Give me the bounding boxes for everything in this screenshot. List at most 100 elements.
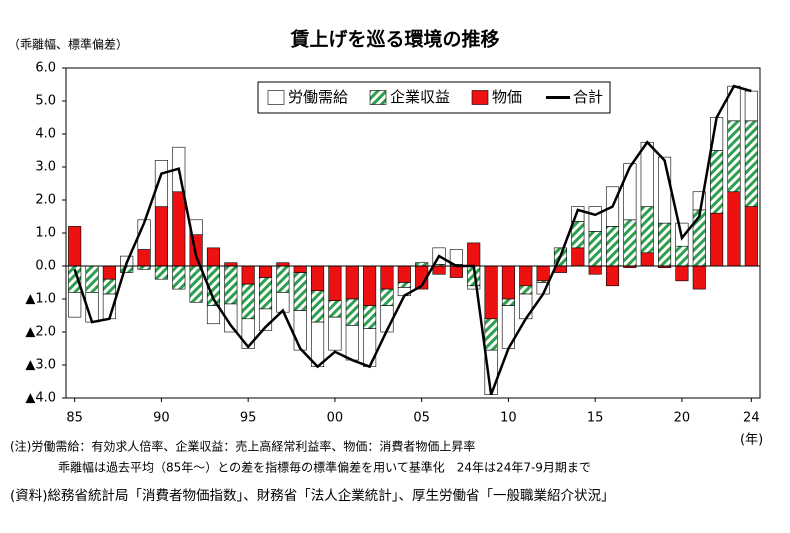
x-axis-label: (年) <box>740 433 763 448</box>
bar <box>623 219 637 267</box>
bar <box>710 212 724 267</box>
bar <box>449 265 463 278</box>
bar <box>571 247 585 267</box>
bar <box>363 328 377 367</box>
bar <box>120 265 134 273</box>
bar <box>224 265 238 305</box>
bar <box>727 120 741 193</box>
y-axis-label: （乖離幅、標準偏差） <box>8 37 128 52</box>
bar <box>744 90 758 122</box>
bar <box>744 206 758 267</box>
bar <box>311 290 325 323</box>
bar <box>380 288 394 306</box>
bar <box>206 247 221 267</box>
bar <box>484 318 498 351</box>
bar <box>571 221 585 249</box>
bar <box>345 265 359 300</box>
bar <box>172 191 186 267</box>
note: (注)労働需給：有効求人倍率、企業収益：売上高経常利益率、物価：消費者物価上昇率 <box>10 439 475 454</box>
y-tick-label: 4.0 <box>35 127 56 142</box>
bar <box>68 292 82 318</box>
x-tick-label: 90 <box>153 411 170 426</box>
bar <box>744 120 758 207</box>
y-tick-label: 0.0 <box>35 259 56 274</box>
bar <box>85 265 99 293</box>
y-tick-label: 3.0 <box>35 160 56 175</box>
bar <box>328 316 342 351</box>
x-tick-label: 95 <box>240 411 257 426</box>
plot-frame <box>65 67 761 399</box>
y-tick-label: ▲4.0 <box>25 391 56 406</box>
bar <box>241 283 255 320</box>
legend-swatch <box>267 90 285 105</box>
legend-label: 物価 <box>492 88 522 106</box>
y-tick-label: 1.0 <box>35 226 56 241</box>
bar <box>588 231 602 267</box>
bar <box>519 265 533 287</box>
bar <box>710 150 724 214</box>
bar <box>137 249 151 267</box>
bar <box>432 265 446 275</box>
bar <box>206 305 221 325</box>
bar <box>484 265 498 320</box>
bar <box>605 226 620 267</box>
bar <box>397 282 411 288</box>
bar <box>519 285 533 295</box>
bar <box>658 156 672 224</box>
bar <box>276 265 290 293</box>
legend-label: 企業収益 <box>390 88 450 106</box>
source: (資料)総務省統計局「消費者物価指数」、財務省「法人企業統計」、厚生労働省「一般… <box>10 487 615 504</box>
note: 乖離幅は過去平均（85年～）との差を指標毎の標準偏差を用いて基準化 24年は24… <box>58 460 591 475</box>
legend-label: 合計 <box>573 88 603 106</box>
bar <box>623 163 637 221</box>
bar <box>380 265 394 290</box>
bar <box>154 206 168 267</box>
bar <box>397 265 411 283</box>
y-tick-label: 5.0 <box>35 94 56 109</box>
bar <box>189 265 203 303</box>
bar <box>727 191 741 267</box>
bar <box>675 265 689 282</box>
bar <box>172 265 186 290</box>
bar <box>328 265 342 301</box>
bar <box>68 226 82 267</box>
bar <box>102 278 116 295</box>
x-tick-label: 00 <box>327 411 344 426</box>
bar <box>658 222 672 267</box>
bar <box>311 265 325 292</box>
bar <box>467 285 481 290</box>
legend-swatch <box>369 90 387 105</box>
y-tick-label: 2.0 <box>35 193 56 208</box>
bar <box>258 277 273 310</box>
chart-title: 賃上げを巡る環境の推移 <box>289 28 499 51</box>
y-tick-label: ▲1.0 <box>25 292 56 307</box>
bar <box>241 265 255 285</box>
bar <box>588 265 602 275</box>
x-tick-label: 20 <box>674 411 691 426</box>
bar <box>692 265 706 290</box>
bar <box>345 298 359 326</box>
bar <box>501 298 515 306</box>
bar <box>640 141 654 207</box>
bar <box>293 310 307 351</box>
bar <box>241 318 255 349</box>
bar <box>605 265 620 287</box>
bar <box>675 245 689 267</box>
bar <box>258 265 273 278</box>
bar <box>102 265 116 280</box>
bar <box>519 293 533 320</box>
y-tick-label: ▲2.0 <box>25 325 56 340</box>
x-tick-label: 05 <box>413 411 430 426</box>
x-tick-label: 10 <box>500 411 517 426</box>
x-tick-label: 85 <box>66 411 83 426</box>
bar <box>449 249 463 265</box>
legend-label: 労働需給 <box>288 88 348 106</box>
bar <box>311 321 325 367</box>
line <box>73 84 752 396</box>
bar <box>328 300 342 318</box>
bar <box>640 252 654 267</box>
bar <box>293 265 307 273</box>
bar <box>154 265 168 280</box>
y-tick-label: ▲3.0 <box>25 358 56 373</box>
